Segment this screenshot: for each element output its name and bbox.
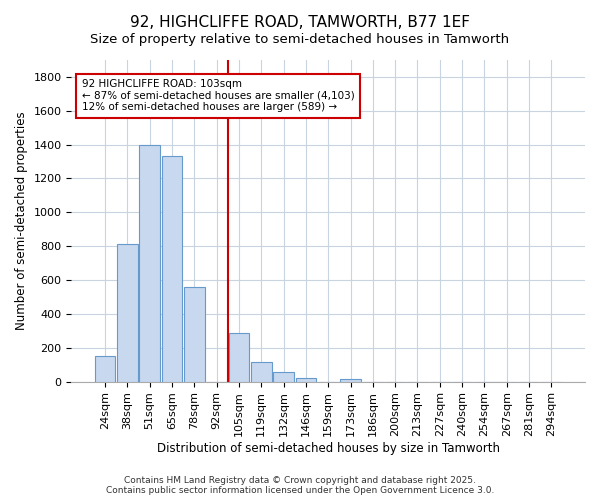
Y-axis label: Number of semi-detached properties: Number of semi-detached properties (15, 112, 28, 330)
Bar (184, 287, 205, 382)
Bar (117, 244, 137, 382)
Bar (340, 379, 361, 382)
Text: 92 HIGHCLIFFE ROAD: 103sqm
← 87% of semi-detached houses are smaller (4,103)
12%: 92 HIGHCLIFFE ROAD: 103sqm ← 87% of semi… (82, 80, 355, 112)
Bar (273, 372, 294, 382)
Bar (296, 378, 316, 382)
Text: Contains HM Land Registry data © Crown copyright and database right 2025.
Contai: Contains HM Land Registry data © Crown c… (106, 476, 494, 495)
Bar (162, 156, 182, 382)
Bar (139, 144, 160, 382)
X-axis label: Distribution of semi-detached houses by size in Tamworth: Distribution of semi-detached houses by … (157, 442, 500, 455)
Bar (229, 332, 249, 382)
Text: Size of property relative to semi-detached houses in Tamworth: Size of property relative to semi-detach… (91, 32, 509, 46)
Bar (95, 356, 115, 382)
Bar (251, 362, 272, 382)
Text: 92, HIGHCLIFFE ROAD, TAMWORTH, B77 1EF: 92, HIGHCLIFFE ROAD, TAMWORTH, B77 1EF (130, 15, 470, 30)
